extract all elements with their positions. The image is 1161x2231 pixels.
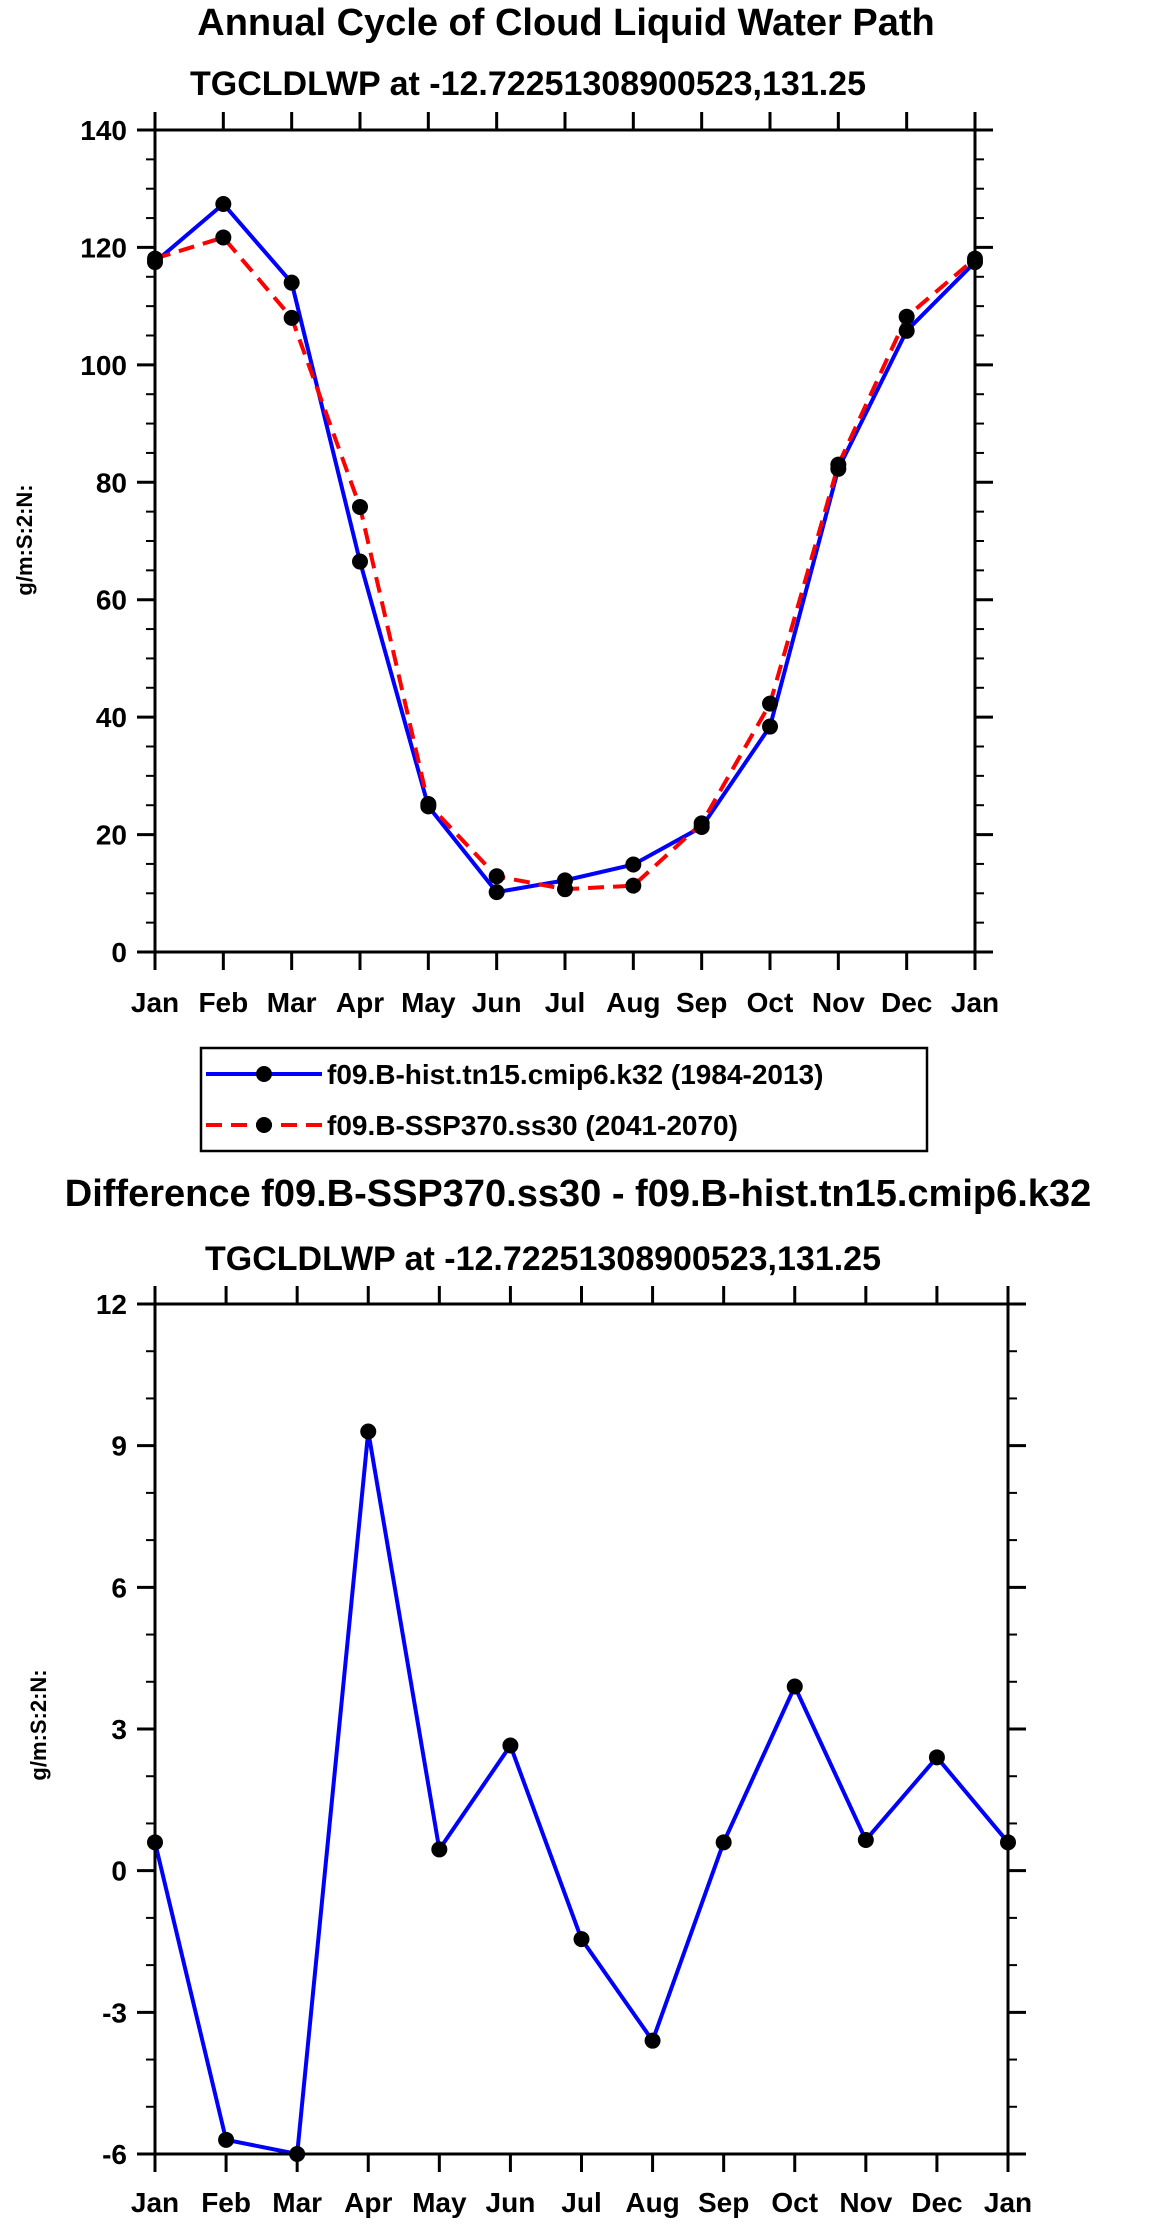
- data-point: [625, 877, 642, 894]
- annual-cycle-chart: Annual Cycle of Cloud Liquid Water Path …: [12, 2, 999, 1018]
- chart2-plot-frame: [153, 1302, 1010, 2156]
- y-tick-label: 80: [96, 467, 127, 498]
- chart1-title: Annual Cycle of Cloud Liquid Water Path: [197, 2, 935, 44]
- x-tick-label: Feb: [201, 2187, 251, 2218]
- x-tick-label: Oct: [771, 2187, 818, 2218]
- data-point: [283, 274, 300, 291]
- x-tick-label: Dec: [881, 987, 932, 1018]
- x-tick-label: Jan: [951, 987, 999, 1018]
- x-tick-label: Jan: [984, 2187, 1032, 2218]
- x-tick-label: Feb: [198, 987, 248, 1018]
- data-point: [573, 1931, 590, 1948]
- x-tick-label: Nov: [812, 987, 865, 1018]
- chart2-title: Difference f09.B-SSP370.ss30 - f09.B-his…: [65, 1173, 1091, 1215]
- x-tick-label: Jul: [561, 2187, 601, 2218]
- y-tick-label: 140: [80, 115, 127, 146]
- x-tick-label: Apr: [344, 2187, 392, 2218]
- x-tick-label: Jun: [486, 2187, 536, 2218]
- data-point: [431, 1841, 448, 1858]
- data-point: [215, 229, 232, 246]
- x-tick-label: Jan: [131, 2187, 179, 2218]
- chart1-legend: f09.B-hist.tn15.cmip6.k32 (1984-2013) f0…: [199, 1046, 929, 1153]
- series-line-a: [153, 1429, 1010, 2156]
- data-point: [898, 322, 915, 339]
- data-point: [215, 195, 232, 212]
- x-tick-label: Sep: [698, 2187, 749, 2218]
- y-tick-label: 3: [111, 1714, 127, 1745]
- x-tick-label: Dec: [911, 2187, 962, 2218]
- legend-label-ssp: f09.B-SSP370.ss30 (2041-2070): [327, 1110, 738, 1141]
- data-point: [352, 553, 368, 570]
- data-point: [898, 308, 915, 325]
- data-point: [693, 815, 710, 832]
- x-tick-label: Mar: [272, 2187, 322, 2218]
- series-line-b: [154, 235, 977, 892]
- x-tick-label: May: [401, 987, 456, 1018]
- data-point: [625, 856, 642, 873]
- x-tick-label: Jun: [472, 987, 522, 1018]
- x-tick-label: May: [412, 2187, 467, 2218]
- y-tick-label: -3: [102, 1997, 127, 2028]
- x-tick-label: Nov: [839, 2187, 892, 2218]
- data-point: [715, 1834, 732, 1851]
- data-point: [857, 1831, 874, 1848]
- y-tick-label: 0: [111, 1856, 127, 1887]
- y-tick-label: 40: [96, 702, 127, 733]
- data-point: [644, 2032, 661, 2049]
- data-point: [557, 881, 573, 898]
- y-tick-label: 120: [80, 232, 127, 263]
- data-point: [420, 796, 437, 813]
- data-point: [218, 2131, 235, 2148]
- legend-marker-hist: [256, 1066, 272, 1082]
- y-tick-label: 6: [111, 1572, 127, 1603]
- y-tick-label: 100: [80, 350, 127, 381]
- legend-box: [199, 1046, 929, 1153]
- chart1-y-axis-label: g/m:S:2:N:: [12, 484, 37, 595]
- x-tick-label: Oct: [747, 987, 794, 1018]
- chart2-subtitle: TGCLDLWP at -12.72251308900523,131.25: [205, 1240, 881, 1278]
- data-point: [762, 718, 778, 735]
- data-point: [352, 498, 368, 515]
- data-point: [502, 1737, 519, 1754]
- y-tick-label: 12: [96, 1289, 127, 1320]
- legend-label-hist: f09.B-hist.tn15.cmip6.k32 (1984-2013): [327, 1059, 823, 1090]
- x-tick-label: Mar: [267, 987, 317, 1018]
- x-tick-label: Jul: [545, 987, 585, 1018]
- data-point: [283, 309, 300, 326]
- y-tick-label: 0: [111, 937, 127, 968]
- series-line-a: [153, 201, 977, 895]
- data-point: [786, 1678, 803, 1695]
- x-tick-label: Apr: [336, 987, 384, 1018]
- y-tick-label: 9: [111, 1431, 127, 1462]
- chart1-plot-frame: [153, 128, 977, 954]
- chart2-y-axis-label: g/m:S:2:N:: [26, 1669, 51, 1780]
- y-tick-label: 20: [96, 820, 127, 851]
- x-tick-label: Jan: [131, 987, 179, 1018]
- x-tick-label: Sep: [676, 987, 727, 1018]
- data-point: [928, 1749, 945, 1766]
- data-point: [360, 1423, 377, 1440]
- legend-marker-ssp: [256, 1117, 272, 1133]
- y-tick-label: -6: [102, 2139, 127, 2170]
- data-point: [488, 884, 505, 901]
- data-point: [762, 695, 778, 712]
- data-point: [830, 456, 847, 473]
- difference-chart: Difference f09.B-SSP370.ss30 - f09.B-his…: [26, 1173, 1091, 2218]
- data-point: [488, 868, 505, 885]
- x-tick-label: Aug: [625, 2187, 679, 2218]
- x-tick-label: Aug: [606, 987, 660, 1018]
- chart1-subtitle: TGCLDLWP at -12.72251308900523,131.25: [190, 65, 866, 103]
- y-tick-label: 60: [96, 585, 127, 616]
